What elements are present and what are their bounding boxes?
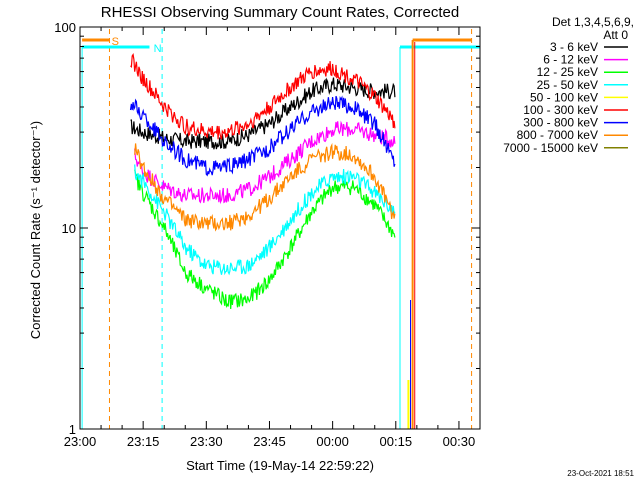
y-axis-label: Corrected Count Rate (s⁻¹ detector⁻¹) <box>28 121 43 339</box>
night-annotation: N <box>154 43 162 55</box>
legend-label: 25 - 50 keV <box>537 78 598 92</box>
legend-label: 3 - 6 keV <box>550 40 598 54</box>
y-tick-label: 1 <box>69 422 76 437</box>
legend-label: 12 - 25 keV <box>537 65 598 79</box>
x-tick-label: 00:30 <box>443 434 476 449</box>
y-tick-label: 10 <box>62 221 76 236</box>
chart-title: RHESSI Observing Summary Count Rates, Co… <box>101 4 459 21</box>
legend-label: 6 - 12 keV <box>543 53 598 67</box>
series-line-3 <box>134 164 396 276</box>
x-tick-label: 00:00 <box>316 434 349 449</box>
x-tick-label: 23:00 <box>64 434 97 449</box>
series-line-7 <box>134 142 396 232</box>
x-axis-label: Start Time (19-May-14 22:59:22) <box>186 458 374 473</box>
legend-header-line2: Att 0 <box>603 28 628 42</box>
series-line-6 <box>129 95 396 177</box>
legend-label: 300 - 800 keV <box>523 116 598 130</box>
series-line-0 <box>130 77 396 150</box>
y-tick-label: 100 <box>54 20 76 35</box>
x-tick-label: 00:15 <box>380 434 413 449</box>
legend-header-line1: Det 1,3,4,5,6,9, <box>552 15 634 29</box>
saa-annotation: S <box>112 36 119 48</box>
legend-label: 800 - 7000 keV <box>517 128 598 142</box>
plot-frame <box>79 26 481 430</box>
legend-label: 100 - 300 keV <box>523 103 598 117</box>
x-tick-label: 23:45 <box>253 434 286 449</box>
series-line-1 <box>134 120 396 205</box>
series-line-2 <box>134 169 396 310</box>
legend-label: 7000 - 15000 keV <box>503 141 598 155</box>
series-line-5 <box>130 53 396 140</box>
legend-label: 50 - 100 keV <box>530 90 598 104</box>
x-tick-label: 23:15 <box>127 434 160 449</box>
footer-date: 23-Oct-2021 18:51 <box>567 469 634 478</box>
x-tick-label: 23:30 <box>190 434 223 449</box>
